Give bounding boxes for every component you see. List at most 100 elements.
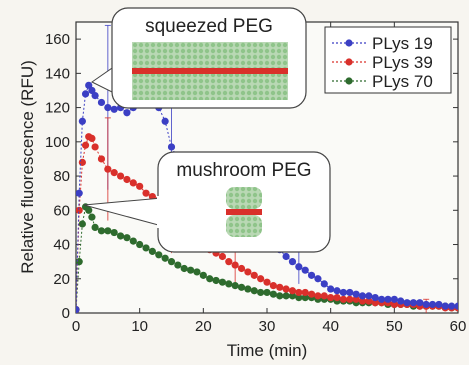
data-point-plys-39 [225, 258, 233, 266]
data-point-plys-19 [339, 288, 347, 297]
x-tick-label: 40 [322, 318, 339, 335]
x-tick-label: 20 [195, 318, 212, 335]
data-point-plys-19 [161, 117, 169, 125]
data-point-plys-39 [352, 295, 360, 303]
data-point-plys-39 [327, 293, 335, 302]
data-point-plys-70 [199, 271, 207, 279]
data-point-plys-70 [174, 261, 182, 269]
legend-marker-plys-70 [345, 77, 353, 85]
mushroom-peg-callout: mushroom PEG [83, 151, 331, 253]
data-point-plys-19 [76, 189, 83, 197]
data-point-plys-19 [314, 275, 322, 283]
data-point-plys-39 [263, 278, 271, 286]
data-point-plys-19 [301, 266, 309, 274]
data-point-plys-39 [320, 292, 328, 300]
data-point-plys-19 [441, 302, 449, 310]
data-point-plys-70 [225, 280, 233, 288]
x-tick-label: 60 [450, 318, 467, 335]
data-point-plys-39 [339, 295, 347, 303]
data-point-plys-39 [110, 169, 118, 177]
data-point-plys-39 [250, 271, 258, 279]
data-point-plys-39 [307, 290, 316, 298]
data-point-plys-19 [352, 290, 360, 298]
data-point-plys-70 [295, 293, 303, 302]
data-point-plys-19 [403, 299, 411, 307]
y-tick-label: 160 [45, 31, 70, 48]
legend-label-plys-70: PLys 70 [372, 72, 433, 91]
data-point-plys-19 [97, 98, 106, 107]
data-point-plys-70 [148, 247, 156, 255]
data-point-plys-39 [390, 300, 398, 309]
squeezed-peg-label: squeezed PEG [145, 16, 273, 37]
data-point-plys-19 [110, 105, 118, 113]
data-point-plys-19 [307, 271, 316, 279]
data-point-plys-39 [78, 158, 86, 166]
data-point-plys-70 [276, 292, 284, 300]
y-tick-label: 100 [45, 134, 70, 151]
data-point-plys-70 [76, 258, 83, 266]
data-series [76, 81, 458, 313]
data-point-plys-19 [78, 117, 86, 125]
data-point-plys-39 [123, 175, 131, 184]
data-point-plys-39 [231, 261, 239, 269]
data-point-plys-70 [155, 251, 163, 259]
data-point-plys-19 [378, 295, 386, 303]
data-point-plys-39 [269, 282, 277, 290]
y-tick-label: 140 [45, 65, 70, 82]
data-point-plys-39 [142, 189, 150, 197]
legend-marker-plys-39 [345, 58, 353, 66]
data-point-plys-70 [257, 288, 265, 297]
data-point-plys-19 [104, 103, 112, 112]
data-point-plys-39 [288, 287, 297, 295]
data-point-plys-39 [371, 299, 379, 307]
data-point-plys-19 [422, 300, 430, 309]
data-point-plys-39 [91, 143, 99, 151]
data-point-plys-70 [88, 213, 96, 221]
data-point-plys-70 [180, 264, 188, 273]
data-point-plys-70 [187, 266, 195, 274]
data-point-plys-39 [346, 295, 354, 303]
data-point-plys-19 [365, 292, 373, 300]
data-point-plys-19 [81, 90, 90, 98]
data-point-plys-70 [269, 290, 277, 298]
data-point-plys-70 [116, 232, 125, 240]
y-tick-label: 0 [62, 305, 70, 322]
data-point-plys-39 [129, 179, 137, 187]
data-point-plys-39 [97, 155, 106, 163]
mushroom-peg-illustration [226, 187, 262, 237]
data-point-plys-70 [142, 244, 150, 252]
legend-label-plys-19: PLys 19 [372, 34, 433, 53]
data-point-plys-19 [384, 295, 392, 303]
data-point-plys-70 [282, 292, 290, 300]
data-point-plys-70 [244, 285, 252, 293]
squeezed-peg-callout: squeezed PEG [91, 7, 307, 109]
data-point-plys-70 [110, 228, 118, 237]
data-point-plys-70 [85, 206, 93, 214]
data-point-plys-19 [91, 92, 99, 100]
x-axis-label: Time (min) [227, 341, 308, 360]
data-point-plys-39 [218, 252, 227, 261]
data-point-plys-70 [91, 223, 99, 232]
data-point-plys-70 [123, 234, 131, 242]
data-point-plys-19 [346, 288, 354, 297]
data-point-plys-19 [454, 302, 458, 310]
data-point-plys-70 [237, 283, 246, 291]
data-point-plys-39 [104, 165, 112, 173]
data-point-plys-70 [263, 288, 271, 297]
x-tick-label: 50 [386, 318, 403, 335]
data-point-plys-70 [193, 268, 201, 276]
y-tick-label: 120 [45, 100, 70, 117]
data-point-plys-39 [76, 206, 83, 214]
legend-marker-plys-19 [345, 39, 353, 47]
y-tick-label: 40 [53, 237, 70, 254]
data-point-plys-19 [397, 297, 405, 305]
data-point-plys-70 [250, 287, 258, 295]
data-point-plys-19 [371, 293, 379, 302]
data-point-plys-39 [244, 268, 252, 276]
data-point-plys-19 [88, 86, 96, 95]
data-point-plys-19 [288, 258, 297, 266]
data-point-plys-70 [129, 237, 137, 245]
data-point-plys-70 [104, 227, 112, 235]
